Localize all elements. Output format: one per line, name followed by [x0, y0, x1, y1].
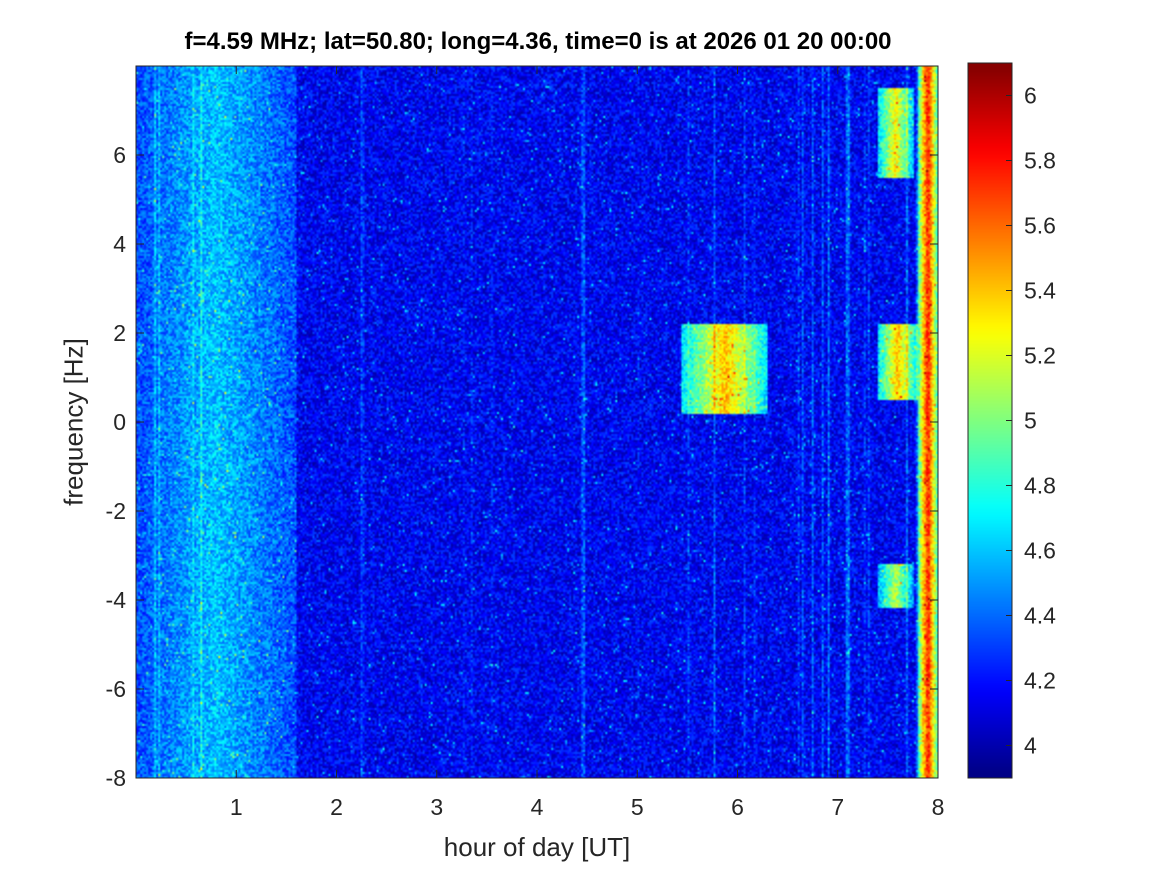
x-tick-label: 6 — [731, 794, 744, 820]
colorbar-tick-label: 5 — [1024, 408, 1037, 434]
x-tick-label: 7 — [831, 794, 844, 820]
x-tick-label: 3 — [430, 794, 443, 820]
x-tick-label: 2 — [330, 794, 343, 820]
colorbar-tick-label: 6 — [1024, 83, 1037, 109]
x-tick-label: 5 — [631, 794, 644, 820]
y-tick-label: -4 — [106, 587, 127, 613]
x-tick-label: 4 — [531, 794, 544, 820]
colorbar-ticks: 4 4.2 4.4 4.6 4.8 5 5.2 5.4 5.6 5.8 6 — [1006, 83, 1056, 759]
colorbar-tick-label: 5.6 — [1024, 213, 1056, 239]
colorbar-tick-label: 5.4 — [1024, 278, 1056, 304]
y-tick-label: -2 — [106, 498, 126, 524]
colorbar — [968, 63, 1012, 778]
colorbar-tick-label: 4 — [1024, 733, 1037, 759]
colorbar-tick-label: 4.8 — [1024, 473, 1056, 499]
y-axis-label: frequency [Hz] — [58, 338, 89, 506]
y-axis-ticks: -8 -6 -4 -2 0 2 4 6 — [106, 142, 938, 791]
colorbar-frame — [967, 62, 1013, 779]
x-axis-label: hour of day [UT] — [443, 832, 631, 862]
y-tick-label: 0 — [113, 409, 126, 435]
x-axis-ticks: 1 2 3 4 5 6 7 8 — [230, 66, 945, 820]
colorbar-tick-label: 4.4 — [1024, 603, 1056, 629]
chart-title: f=4.59 MHz; lat=50.80; long=4.36, time=0… — [184, 28, 892, 55]
y-tick-label: -8 — [106, 765, 126, 791]
colorbar-tick-label: 5.8 — [1024, 148, 1056, 174]
y-tick-label: 4 — [113, 231, 126, 257]
colorbar-tick-label: 4.2 — [1024, 668, 1056, 694]
y-tick-label: -6 — [106, 676, 126, 702]
y-tick-label: 2 — [113, 320, 126, 346]
plot-frame — [135, 65, 939, 779]
spectrogram-heatmap — [136, 66, 938, 778]
y-tick-label: 6 — [113, 142, 126, 168]
x-tick-label: 8 — [932, 794, 945, 820]
colorbar-tick-label: 5.2 — [1024, 343, 1056, 369]
x-tick-label: 1 — [230, 794, 243, 820]
colorbar-tick-label: 4.6 — [1024, 538, 1056, 564]
